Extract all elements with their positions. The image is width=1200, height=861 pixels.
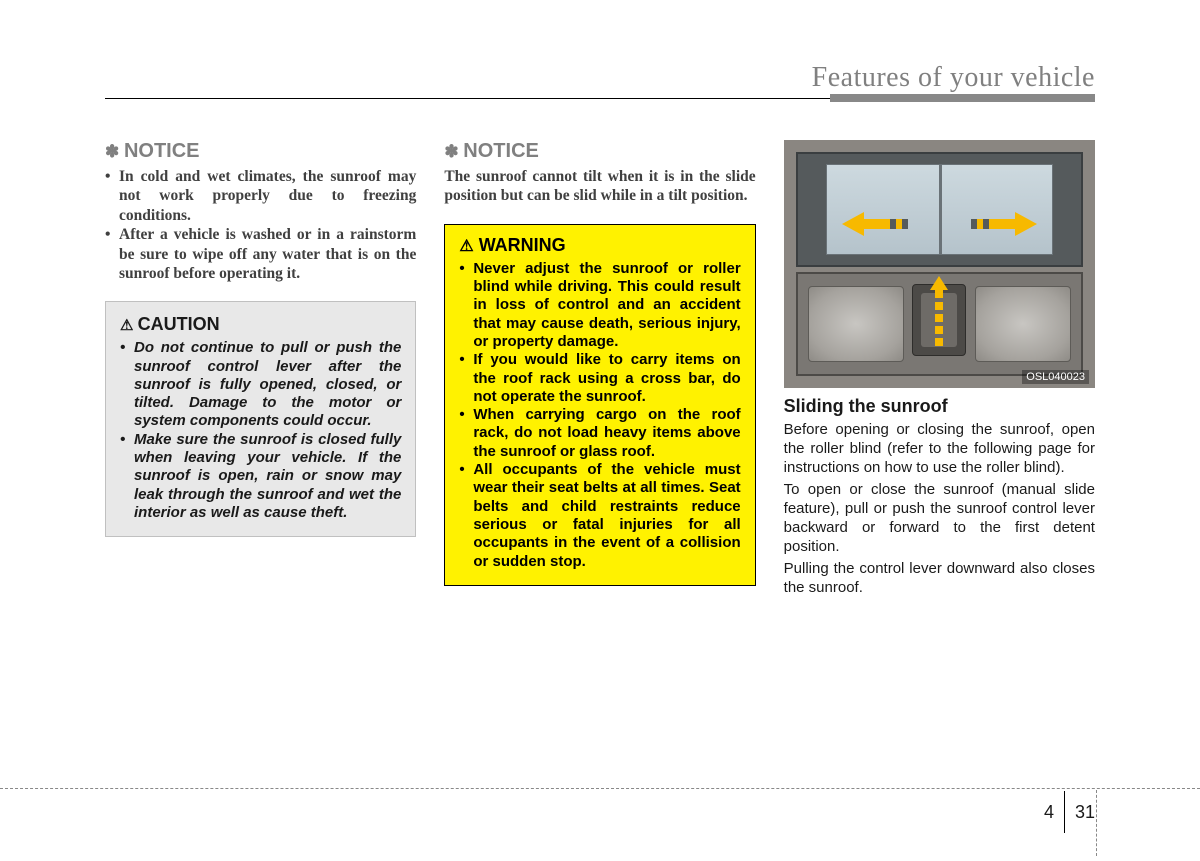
notice-item: After a vehicle is washed or in a rainst… <box>105 225 416 283</box>
sunroof-panel <box>796 152 1083 267</box>
page-header: Features of your vehicle <box>105 62 1095 94</box>
notice-text: The sunroof cannot tilt when it is in th… <box>444 167 755 206</box>
warning-item: If you would like to carry items on the … <box>459 351 740 406</box>
caution-item: Do not continue to pull or push the sunr… <box>120 339 401 430</box>
section-number: 4 <box>1044 802 1054 823</box>
body-para: To open or close the sunroof (manual sli… <box>784 481 1095 556</box>
arrow-up-icon <box>930 276 948 290</box>
section-title: Sliding the sunroof <box>784 396 1095 417</box>
notice-heading: NOTICE <box>105 140 416 163</box>
body-para: Before opening or closing the sunroof, o… <box>784 421 1095 477</box>
content-columns: NOTICE In cold and wet climates, the sun… <box>105 140 1095 602</box>
warning-icon: ⚠ <box>459 238 473 255</box>
caution-item: Make sure the sunroof is closed fully wh… <box>120 431 401 522</box>
notice-item: In cold and wet climates, the sunroof ma… <box>105 167 416 225</box>
footer-dashed-rule-vertical <box>1096 790 1097 856</box>
body-para: Pulling the control lever downward also … <box>784 560 1095 598</box>
notice-body: In cold and wet climates, the sunroof ma… <box>105 167 416 283</box>
notice-body: The sunroof cannot tilt when it is in th… <box>444 167 755 206</box>
header-rule <box>105 98 1095 99</box>
sunroof-divider <box>939 164 942 255</box>
warning-item: All occupants of the vehicle must wear t… <box>459 461 740 571</box>
figure-code: OSL040023 <box>1022 370 1089 384</box>
notice-heading: NOTICE <box>444 140 755 163</box>
footer-separator <box>1064 791 1065 833</box>
page-footer: 4 31 <box>1044 791 1095 833</box>
column-2: NOTICE The sunroof cannot tilt when it i… <box>444 140 755 602</box>
caution-title: CAUTION <box>120 314 401 335</box>
column-1: NOTICE In cold and wet climates, the sun… <box>105 140 416 602</box>
arrow-right-icon <box>1015 212 1037 236</box>
warning-item: When carrying cargo on the roof rack, do… <box>459 406 740 461</box>
sunroof-figure: OSL040023 <box>784 140 1095 388</box>
warning-title: ⚠ WARNING <box>459 235 740 256</box>
column-3: OSL040023 Sliding the sunroof Before ope… <box>784 140 1095 602</box>
header-title: Features of your vehicle <box>812 62 1095 93</box>
arrow-left-icon <box>842 212 864 236</box>
map-light-right <box>975 286 1071 362</box>
warning-box: ⚠ WARNING Never adjust the sunroof or ro… <box>444 224 755 586</box>
page-number: 31 <box>1075 802 1095 823</box>
caution-box: CAUTION Do not continue to pull or push … <box>105 301 416 537</box>
overhead-console <box>796 272 1083 376</box>
warning-title-text: WARNING <box>479 235 566 255</box>
map-light-left <box>808 286 904 362</box>
footer-dashed-rule <box>0 788 1200 789</box>
warning-item: Never adjust the sunroof or roller blind… <box>459 260 740 351</box>
